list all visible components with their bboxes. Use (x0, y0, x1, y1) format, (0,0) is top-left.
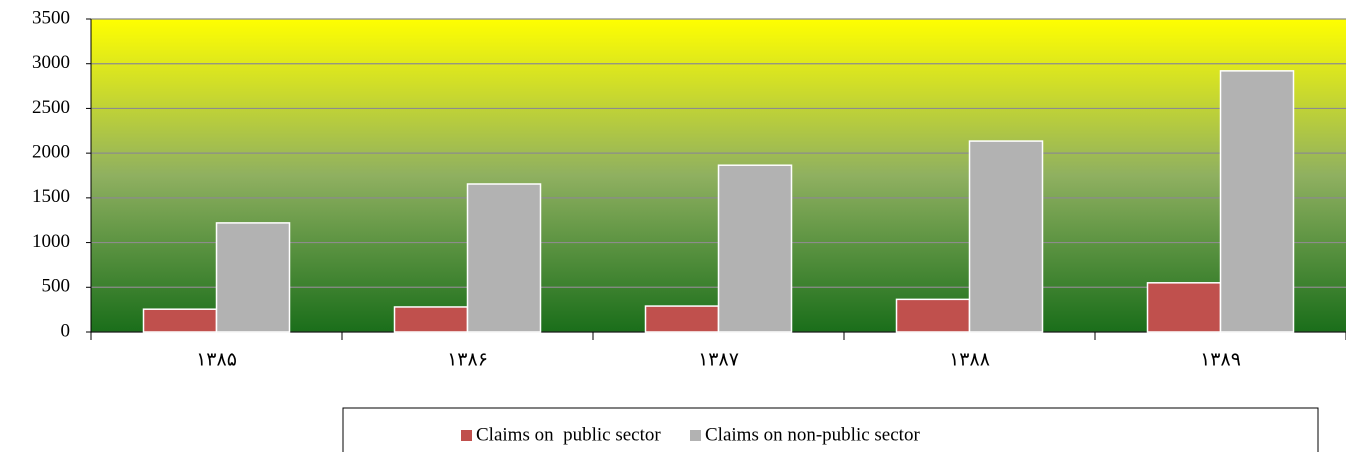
bar (717, 164, 793, 333)
x-tick-label: ۱۳۸۹ (1200, 349, 1241, 370)
y-tick-label: 2000 (32, 142, 70, 163)
y-tick-label: 3000 (32, 52, 70, 73)
bar (895, 298, 971, 333)
x-tick-label: ۱۳۸۶ (447, 349, 488, 370)
y-tick-label: 2500 (32, 97, 70, 118)
bar (1219, 70, 1295, 333)
x-tick-label: ۱۳۸۵ (196, 349, 237, 370)
legend-label: Claims on non-public sector (705, 424, 920, 445)
bar (215, 222, 291, 333)
bar (968, 140, 1044, 333)
y-tick-label: 1000 (32, 231, 70, 252)
legend-swatch (690, 430, 701, 441)
legend-swatch (461, 430, 472, 441)
y-tick-label: 0 (61, 320, 71, 341)
bar (393, 306, 469, 333)
bar (466, 183, 542, 333)
x-tick-label: ۱۳۸۷ (698, 349, 739, 370)
legend-label: Claims on public sector (476, 424, 661, 445)
y-tick-label: 500 (42, 276, 71, 297)
bar (644, 305, 720, 333)
x-tick-label: ۱۳۸۸ (949, 349, 990, 370)
y-tick-label: 1500 (32, 186, 70, 207)
bar (1146, 282, 1222, 333)
y-tick-label: 3500 (32, 7, 70, 28)
bar (142, 308, 218, 333)
legend-box (342, 407, 1319, 457)
